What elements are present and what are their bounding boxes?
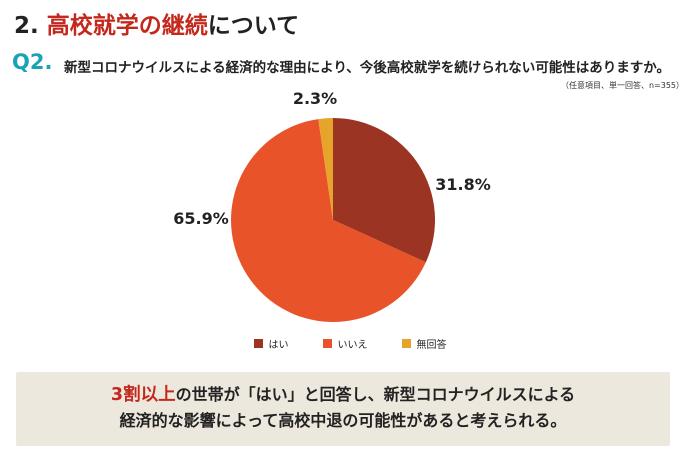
pie-value-label-3: 2.3% [293,89,337,108]
section-title-highlight: 高校就学の継続 [46,13,208,39]
pie-slice-1 [333,118,435,263]
legend-swatch [322,339,332,348]
legend-swatch [253,339,263,348]
callout-line-1: 3割以上の世帯が「はい」と回答し、新型コロナウイルスによる [16,382,670,408]
section-title-rest: について [207,13,300,39]
legend-swatch [401,339,411,348]
callout-line-2: 経済的な影響によって高校中退の可能性があると考えられる。 [119,411,567,430]
question-text: 新型コロナウイルスによる経済的な理由により、今後高校就学を続けられない可能性はあ… [64,60,671,76]
survey-note: （任意項目、単一回答、n=355） [560,81,684,90]
page-title: 2. 高校就学の継続について [14,6,299,40]
question-label: Q2. [12,50,53,74]
callout-highlight: 3割以上 [110,385,176,405]
legend-item-3: 無回答 [401,336,447,351]
legend-item-2: いいえ [322,336,368,351]
section-number: 2. [14,13,39,39]
pie-value-label-2: 65.9% [173,209,229,228]
pie-value-label-1: 31.8% [435,175,491,194]
legend-label: はい [268,340,289,351]
legend-label: いいえ [337,340,368,351]
legend-item-1: はい [253,336,289,351]
pie-slice-2 [230,119,426,322]
legend-label: 無回答 [416,340,447,351]
summary-callout: 3割以上の世帯が「はい」と回答し、新型コロナウイルスによる 経済的な影響によって… [16,372,670,446]
callout-line-1-text: の世帯が「はい」と回答し、新型コロナウイルスによる [175,385,576,404]
pie-slice-3 [318,118,333,220]
chart-legend: はい いいえ 無回答 [0,336,700,351]
